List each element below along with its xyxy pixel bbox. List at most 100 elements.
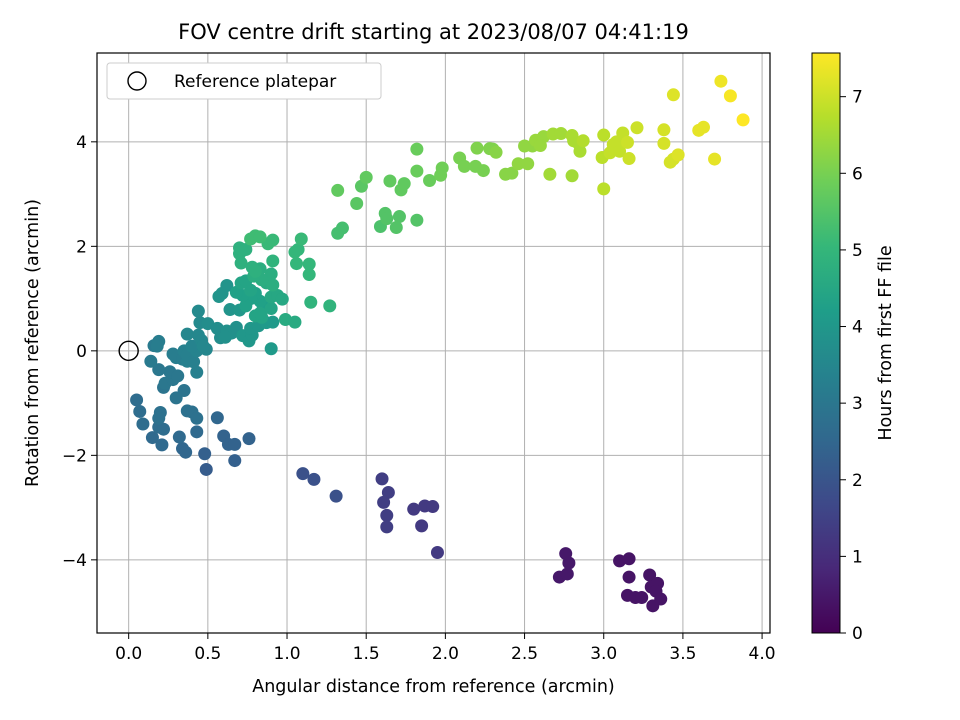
data-point: [171, 369, 185, 383]
data-point: [331, 183, 345, 197]
data-point: [190, 411, 204, 425]
data-point: [253, 230, 267, 244]
colorbar-tick-label: 3: [852, 394, 863, 414]
data-point: [152, 411, 166, 425]
data-point: [407, 502, 421, 516]
data-point: [239, 242, 253, 256]
data-point: [180, 327, 194, 341]
data-point: [696, 120, 710, 134]
reference-point: [118, 340, 139, 362]
data-point: [435, 161, 449, 175]
data-point: [133, 404, 147, 418]
colorbar-tick-label: 5: [852, 241, 863, 261]
data-point: [389, 221, 403, 235]
y-tick-label: 2: [76, 237, 87, 257]
data-point: [177, 384, 191, 398]
x-tick-label: 3.5: [669, 644, 696, 664]
data-point: [489, 145, 503, 159]
data-point: [264, 342, 278, 356]
colorbar-tick-label: 6: [852, 164, 863, 184]
data-point: [242, 432, 256, 446]
data-point: [622, 152, 636, 166]
data-point: [533, 138, 547, 152]
data-point: [381, 485, 395, 499]
data-point: [323, 299, 337, 313]
data-point: [565, 169, 579, 183]
legend-box: [106, 62, 382, 100]
x-tick-label: 2.0: [432, 644, 459, 664]
data-point: [666, 88, 680, 102]
data-point: [275, 292, 289, 306]
data-point: [145, 431, 159, 445]
data-point: [657, 123, 671, 137]
data-point: [457, 159, 471, 173]
data-point: [597, 182, 611, 196]
data-point: [144, 354, 158, 368]
data-point: [657, 136, 671, 150]
x-tick-label: 2.5: [511, 644, 538, 664]
colorbar-label: Hours from first FF file: [876, 245, 896, 440]
data-point: [248, 264, 262, 278]
y-tick-label: 0: [76, 342, 87, 362]
legend-marker: [127, 71, 147, 91]
data-point: [220, 279, 234, 293]
data-point: [244, 283, 258, 297]
data-point: [375, 472, 389, 486]
data-point: [253, 306, 267, 320]
data-point: [380, 520, 394, 534]
data-point: [470, 141, 484, 155]
data-point: [671, 148, 685, 162]
legend: Reference platepar: [106, 62, 382, 100]
colorbar-tick-label: 4: [852, 318, 863, 338]
data-point: [130, 393, 144, 407]
data-point: [622, 570, 636, 584]
data-point: [426, 500, 440, 514]
data-point: [294, 232, 308, 246]
data-point: [264, 267, 278, 281]
y-axis-label: Rotation from reference (arcmin): [23, 199, 43, 487]
data-point: [228, 437, 242, 451]
data-point: [543, 167, 557, 181]
chart-title: FOV centre drift starting at 2023/08/07 …: [178, 20, 689, 44]
data-point: [350, 196, 364, 210]
data-point: [296, 467, 310, 481]
data-point: [185, 339, 199, 353]
reference-marker: [118, 340, 139, 362]
data-point: [377, 495, 391, 509]
y-tick-label: 4: [76, 133, 87, 153]
colorbar-ticks: 0 1 2 3 4 5 6 7: [840, 88, 863, 644]
data-point: [521, 157, 535, 171]
data-point: [223, 303, 237, 317]
data-point: [613, 144, 627, 158]
data-points: [130, 74, 750, 613]
y-axis-ticks: −4 −2 0 2 4: [62, 133, 97, 571]
data-point: [562, 556, 576, 570]
data-point: [239, 299, 253, 313]
data-point: [576, 134, 590, 148]
data-point: [622, 552, 636, 566]
data-point: [476, 164, 490, 178]
data-point: [635, 590, 649, 604]
colorbar-tick-label: 1: [852, 547, 863, 567]
data-point: [723, 89, 737, 103]
x-tick-label: 3.0: [590, 644, 617, 664]
data-point: [266, 233, 280, 247]
data-point: [302, 257, 316, 271]
data-point: [359, 170, 373, 184]
data-point: [291, 242, 305, 256]
x-tick-label: 1.5: [353, 644, 380, 664]
data-point: [266, 315, 280, 329]
data-point: [136, 417, 150, 431]
data-point: [288, 315, 302, 329]
data-point: [620, 135, 634, 149]
data-point: [511, 157, 525, 171]
data-point: [410, 142, 424, 156]
data-point: [191, 304, 205, 318]
data-point: [573, 144, 587, 158]
data-point: [380, 508, 394, 522]
data-point: [172, 430, 186, 444]
colorbar-gradient: [811, 52, 841, 634]
colorbar-tick-label: 7: [852, 88, 863, 108]
data-point: [210, 411, 224, 425]
